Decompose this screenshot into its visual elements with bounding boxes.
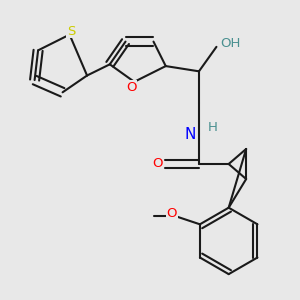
- Text: N: N: [184, 127, 196, 142]
- Text: S: S: [67, 25, 76, 38]
- Text: O: O: [152, 158, 163, 170]
- Text: O: O: [126, 81, 137, 94]
- Text: O: O: [167, 207, 177, 220]
- Text: OH: OH: [220, 37, 240, 50]
- Text: H: H: [208, 121, 218, 134]
